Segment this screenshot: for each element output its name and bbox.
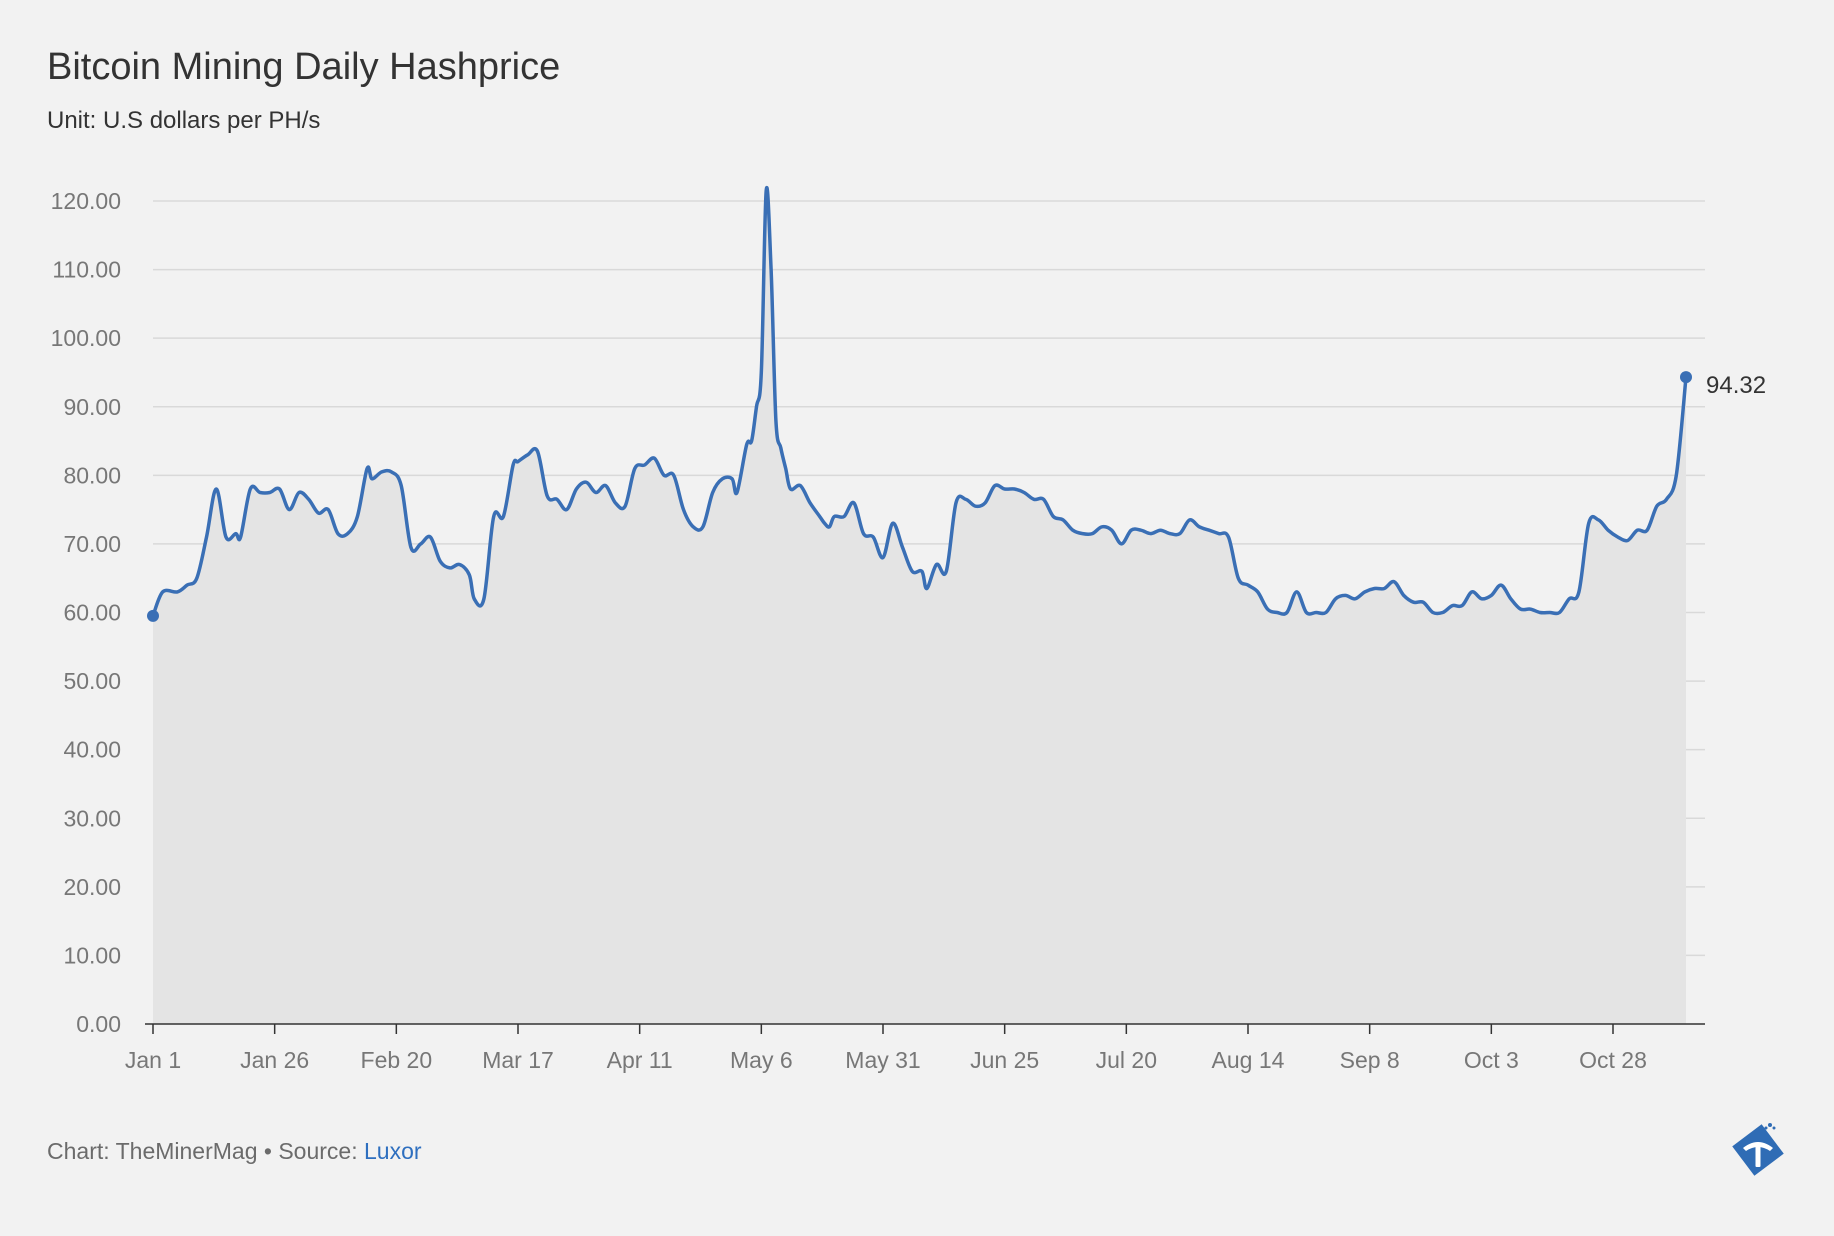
source-link[interactable]: Luxor <box>363 1138 422 1164</box>
y-tick-label: 40.00 <box>63 737 121 763</box>
end-point-marker <box>1680 371 1692 384</box>
series-line <box>151 186 1688 618</box>
x-tick-label: Jul 20 <box>1096 1047 1157 1073</box>
chart-subtitle: Unit: U.S dollars per PH/s <box>47 107 321 134</box>
x-tick-label: Oct 28 <box>1579 1047 1647 1073</box>
x-tick-label: Aug 14 <box>1212 1047 1285 1073</box>
axis-layer <box>145 1023 1705 1034</box>
x-tick-label: Jun 25 <box>970 1047 1039 1073</box>
y-tick-label: 70.00 <box>63 531 121 557</box>
x-tick-label: Apr 11 <box>607 1047 673 1073</box>
y-tick-label: 90.00 <box>63 394 121 420</box>
x-tick-label: Jan 1 <box>125 1047 181 1073</box>
x-tick-label: Mar 17 <box>482 1047 554 1073</box>
y-tick-label: 120.00 <box>51 188 121 214</box>
x-tick-label: May 6 <box>730 1047 793 1073</box>
x-tick-label: Jan 26 <box>240 1047 309 1073</box>
y-tick-label: 20.00 <box>63 874 121 900</box>
footer-credit: Chart: TheMinerMag • Source: <box>47 1138 364 1164</box>
y-tick-label: 50.00 <box>63 668 121 694</box>
end-value-label: 94.32 <box>1706 372 1766 399</box>
theminermag-logo-icon <box>1732 1123 1784 1176</box>
y-tick-label: 0.00 <box>76 1011 121 1037</box>
y-tick-label: 10.00 <box>63 942 121 968</box>
x-tick-label: May 31 <box>845 1047 920 1073</box>
y-tick-label: 110.00 <box>52 257 121 283</box>
y-tick-label: 30.00 <box>63 805 121 831</box>
chart-footer: Chart: TheMinerMag • Source: Luxor <box>47 1138 422 1165</box>
start-point-marker <box>147 609 159 622</box>
label-layer: 0.00 10.00 20.00 30.00 40.00 50.00 60.00 70.00 8… <box>51 188 1766 1073</box>
x-tick-label: Sep 8 <box>1340 1047 1400 1073</box>
y-tick-label: 60.00 <box>63 600 121 626</box>
line-layer <box>147 186 1692 622</box>
x-tick-label: Oct 3 <box>1464 1047 1519 1073</box>
y-tick-label: 100.00 <box>51 325 121 351</box>
series-area <box>153 187 1686 1025</box>
x-tick-label: Feb 20 <box>361 1047 433 1073</box>
y-tick-label: 80.00 <box>63 462 121 488</box>
area-layer <box>153 187 1686 1025</box>
chart-title: Bitcoin Mining Daily Hashprice <box>47 46 561 88</box>
